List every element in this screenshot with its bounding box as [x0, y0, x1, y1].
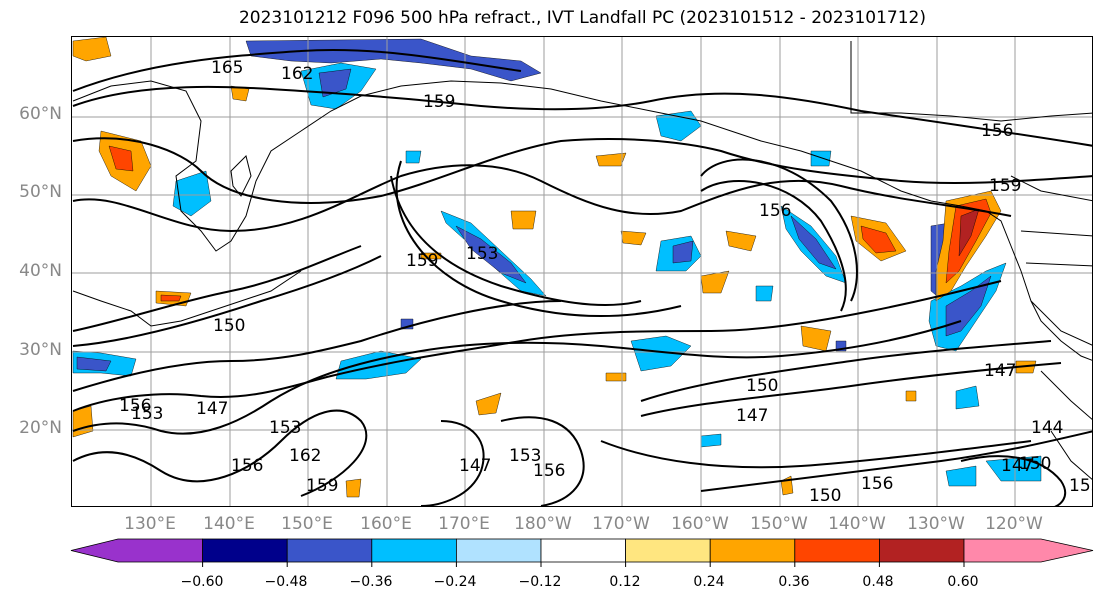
lat-label-50n: 50°N: [19, 182, 62, 202]
plot-title: 2023101212 F096 500 hPa refract., IVT La…: [238, 8, 926, 28]
colorbar-segment: [963, 538, 1094, 563]
contour-label: 153: [509, 446, 541, 466]
colorbar-segment: [540, 538, 626, 563]
lat-label-30n: 30°N: [19, 340, 62, 360]
contour-label: 156: [119, 396, 151, 416]
colorbar-segment: [709, 538, 796, 563]
lon-label-160e: 160°E: [360, 514, 412, 534]
contour-label: 147: [736, 406, 768, 426]
colorbar-tick-label: −0.12: [518, 574, 562, 590]
colorbar-segment: [286, 538, 373, 563]
lat-label-60n: 60°N: [19, 104, 62, 124]
colorbar-tick-label: −0.48: [264, 574, 308, 590]
lat-label-20n: 20°N: [19, 418, 62, 438]
contour-label: 162: [281, 64, 313, 84]
lat-label-40n: 40°N: [19, 261, 62, 281]
coastlines: [72, 41, 1092, 480]
contour-label: 156: [981, 121, 1013, 141]
colorbar-tick-label: 0.12: [609, 574, 641, 590]
contour-label: 144: [1031, 418, 1063, 438]
contour-label: 159: [306, 476, 338, 496]
contour-label: 153: [1069, 476, 1093, 496]
contour-label: 156: [759, 201, 791, 221]
contour-label: 150: [1019, 454, 1051, 474]
colorbar-tick-label: 0.48: [862, 574, 894, 590]
contour-label: 150: [746, 376, 778, 396]
lon-label-130e: 130°E: [124, 514, 176, 534]
lon-label-140e: 140°E: [203, 514, 255, 534]
colorbar-segment: [879, 538, 965, 563]
lon-label-130w: 130°W: [907, 514, 965, 534]
contour-label: 147: [196, 399, 228, 419]
contour-label: 150: [809, 486, 841, 506]
contour-label: 150: [213, 316, 245, 336]
contour-label: 159: [423, 92, 455, 112]
contour-label: 159: [406, 251, 438, 271]
contour-label: 147: [1001, 456, 1033, 476]
contour-label-group: 165 162 159 156 159 153 159 150 156 150 …: [119, 58, 1093, 506]
colorbar-tick-label: 0.36: [778, 574, 810, 590]
contour-label: 162: [289, 446, 321, 466]
colorbar-segment: [202, 538, 288, 563]
colorbar-segment: [625, 538, 711, 563]
colorbar-tick-label: −0.36: [349, 574, 393, 590]
contour-label: 147: [984, 361, 1016, 381]
colorbar-tick-label: −0.24: [433, 574, 477, 590]
colorbar-tick-label: 0.60: [947, 574, 979, 590]
map-panel: 165 162 159 156 159 153 159 150 156 150 …: [71, 36, 1093, 507]
contour-label: 159: [989, 176, 1021, 196]
lon-label-180w: 180°W: [514, 514, 572, 534]
contour-label: 147: [459, 456, 491, 476]
contour-label: 153: [269, 418, 301, 438]
colorbar-tick-label: 0.24: [693, 574, 725, 590]
colorbar-segment: [371, 538, 457, 563]
lon-label-150w: 150°W: [750, 514, 808, 534]
colorbar-segment: [455, 538, 542, 563]
contour-label: 153: [131, 404, 163, 424]
refractivity-contours: [72, 49, 1092, 506]
lon-label-170e: 170°E: [438, 514, 490, 534]
lon-label-140w: 140°W: [828, 514, 886, 534]
colorbar-segment: [794, 538, 880, 563]
contour-label: 156: [231, 456, 263, 476]
colorbar-segment: [70, 538, 204, 563]
lon-label-150e: 150°E: [281, 514, 333, 534]
lon-label-160w: 160°W: [671, 514, 729, 534]
colorbar-tick-label: −0.60: [180, 574, 224, 590]
contour-label: 156: [861, 474, 893, 494]
lon-label-170w: 170°W: [592, 514, 650, 534]
map-canvas: 165 162 159 156 159 153 159 150 156 150 …: [72, 37, 1093, 506]
contour-label: 165: [211, 58, 243, 78]
contour-label: 153: [466, 244, 498, 264]
lon-label-120w: 120°W: [985, 514, 1043, 534]
contour-label: 156: [533, 461, 565, 481]
